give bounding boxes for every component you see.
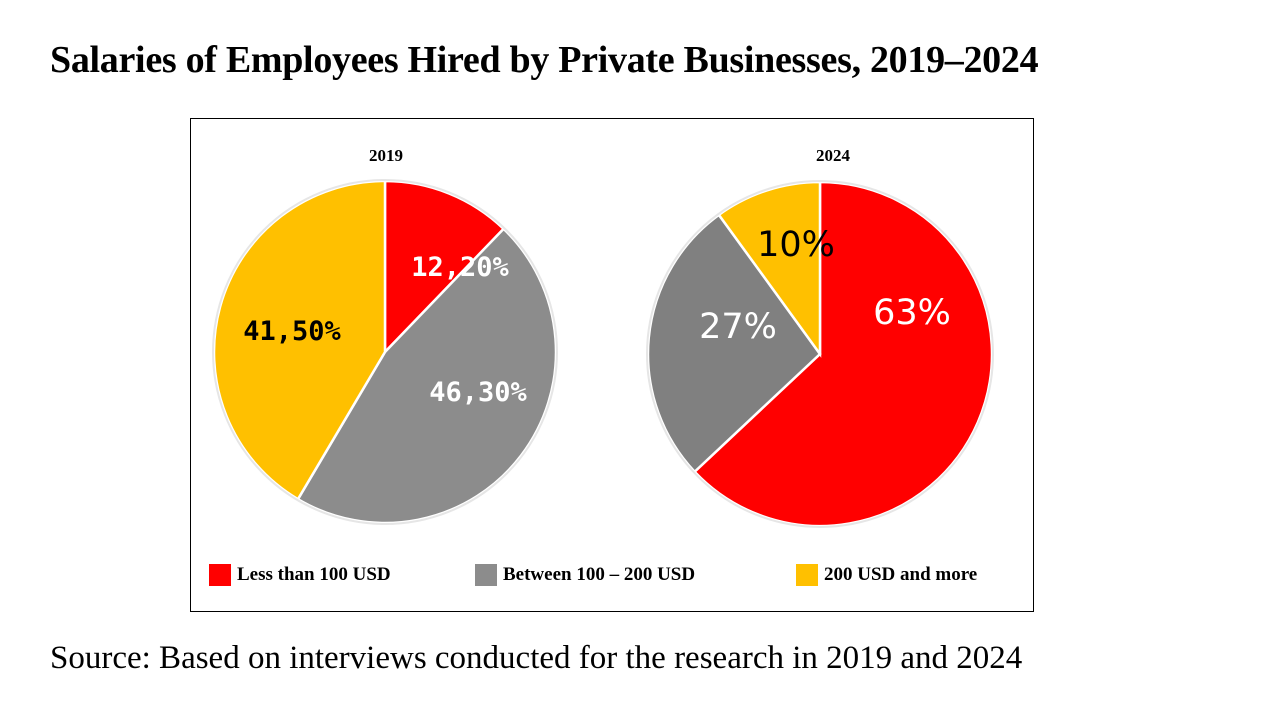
legend-label: Between 100 – 200 USD [503, 564, 696, 585]
pie-outline [646, 180, 994, 528]
pie-slice-2019-0 [383, 179, 506, 356]
pie-data-label: 12,20% [411, 252, 509, 283]
pie-data-label: 27% [699, 307, 777, 347]
pie-title-2019: 2019 [369, 146, 403, 165]
pie-chart-2024: 63% 27% 10% 2024 [646, 146, 994, 528]
chart-title: Salaries of Employees Hired by Private B… [50, 39, 1039, 81]
pie-data-label: 41,50% [243, 316, 341, 347]
legend-swatch-yellow [796, 564, 818, 586]
pie-data-label: 63% [873, 293, 951, 333]
legend-item-between-100-200: Between 100 – 200 USD [475, 564, 695, 586]
legend-swatch-gray [475, 564, 497, 586]
legend-swatch-red [209, 564, 231, 586]
pie-slice-2019-2 [212, 179, 387, 501]
pie-slice-2024-0 [692, 180, 994, 528]
pie-title-2024: 2024 [816, 146, 851, 165]
pie-chart-2019: 12,20% 46,30% 41,50% 2019 [212, 146, 558, 525]
pie-data-label: 10% [757, 225, 835, 265]
legend-item-less-than-100: Less than 100 USD [209, 564, 391, 586]
pie-slice-2024-2 [717, 180, 822, 358]
pie-outline [212, 179, 558, 525]
legend-label: Less than 100 USD [237, 564, 391, 585]
legend-label: 200 USD and more [824, 564, 978, 585]
pie-data-label: 46,30% [429, 377, 527, 408]
pie-slice-2019-1 [296, 227, 558, 525]
legend-item-200-and-more: 200 USD and more [796, 564, 977, 586]
source-note: Source: Based on interviews conducted fo… [50, 640, 1023, 676]
pie-slice-2024-1 [646, 213, 822, 474]
